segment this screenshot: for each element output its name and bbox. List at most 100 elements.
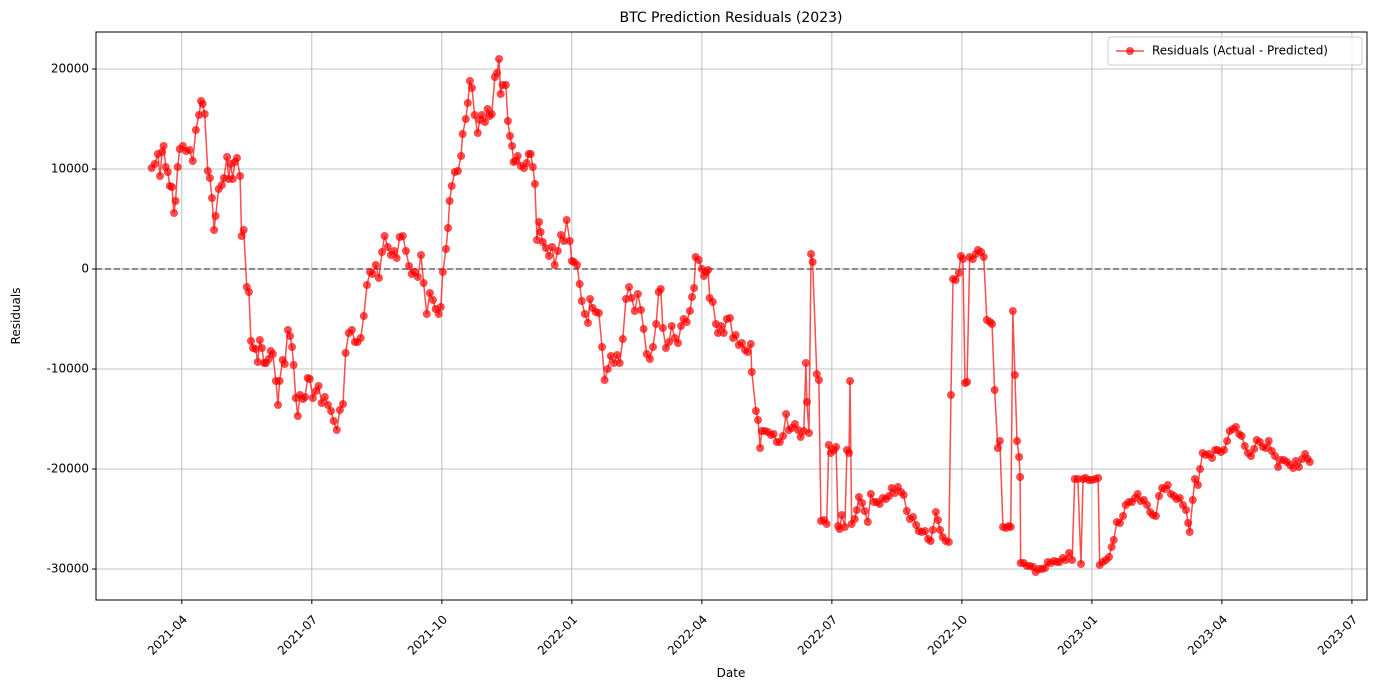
data-point bbox=[852, 506, 861, 514]
data-point bbox=[756, 444, 765, 452]
data-point bbox=[625, 283, 634, 291]
data-point bbox=[1119, 512, 1128, 520]
data-point bbox=[477, 111, 486, 119]
data-point bbox=[575, 280, 584, 288]
data-point bbox=[359, 312, 368, 320]
data-point bbox=[840, 523, 849, 531]
data-point bbox=[648, 343, 657, 351]
data-point bbox=[832, 443, 841, 451]
x-tick-label: 2021-10 bbox=[405, 612, 450, 657]
data-point bbox=[305, 375, 314, 383]
data-point bbox=[637, 306, 646, 314]
data-point bbox=[860, 507, 869, 515]
data-point bbox=[495, 55, 504, 63]
data-point bbox=[719, 329, 728, 337]
data-point bbox=[473, 129, 482, 137]
data-point bbox=[159, 142, 168, 150]
data-point bbox=[1223, 437, 1232, 445]
data-point bbox=[217, 181, 226, 189]
data-point bbox=[541, 244, 550, 252]
data-point bbox=[988, 320, 997, 328]
data-point bbox=[652, 320, 661, 328]
data-point bbox=[690, 284, 699, 292]
data-point bbox=[673, 339, 682, 347]
data-point bbox=[583, 319, 592, 327]
data-point bbox=[528, 163, 537, 171]
data-point bbox=[1163, 481, 1172, 489]
data-point bbox=[425, 289, 434, 297]
data-point bbox=[658, 324, 667, 332]
data-point bbox=[1270, 452, 1279, 460]
data-point bbox=[1208, 454, 1217, 462]
data-point bbox=[428, 296, 437, 304]
data-point bbox=[457, 152, 466, 160]
data-point bbox=[289, 361, 298, 369]
data-point bbox=[824, 441, 833, 449]
data-point bbox=[327, 407, 336, 415]
data-point bbox=[223, 153, 232, 161]
data-point bbox=[347, 326, 356, 334]
data-point bbox=[812, 370, 821, 378]
x-tick-label: 2023-04 bbox=[1185, 612, 1230, 657]
data-point bbox=[737, 339, 746, 347]
data-point bbox=[682, 318, 691, 326]
data-point bbox=[467, 84, 476, 92]
x-tick-label: 2022-10 bbox=[925, 612, 970, 657]
data-point bbox=[155, 172, 164, 180]
data-point bbox=[928, 526, 937, 534]
y-tick-label: -20000 bbox=[46, 462, 89, 476]
data-point bbox=[946, 391, 955, 399]
data-point bbox=[1016, 473, 1025, 481]
data-point bbox=[837, 511, 846, 519]
data-point bbox=[890, 489, 899, 497]
data-point bbox=[754, 416, 763, 424]
data-point bbox=[536, 228, 545, 236]
data-point bbox=[600, 376, 609, 384]
data-point bbox=[211, 212, 220, 220]
data-point bbox=[1188, 496, 1197, 504]
data-point bbox=[694, 256, 703, 264]
data-point bbox=[633, 290, 642, 298]
data-point bbox=[1094, 474, 1103, 482]
data-point bbox=[308, 394, 317, 402]
y-tick-label: -30000 bbox=[46, 562, 89, 576]
data-point bbox=[814, 376, 823, 384]
data-point bbox=[1231, 423, 1240, 431]
data-point bbox=[320, 393, 329, 401]
data-point bbox=[687, 293, 696, 301]
data-point bbox=[1196, 465, 1205, 473]
x-tick-label: 2023-07 bbox=[1315, 612, 1360, 657]
data-point bbox=[237, 232, 246, 240]
data-point bbox=[480, 118, 489, 126]
x-tick-label: 2021-07 bbox=[275, 612, 320, 657]
data-point bbox=[1274, 463, 1283, 471]
data-point bbox=[846, 377, 855, 385]
data-point bbox=[603, 365, 612, 373]
data-point bbox=[288, 343, 297, 351]
data-point bbox=[645, 355, 654, 363]
data-point bbox=[434, 310, 443, 318]
data-point bbox=[150, 160, 159, 168]
data-point bbox=[368, 270, 377, 278]
data-point bbox=[362, 281, 371, 289]
data-point bbox=[1010, 371, 1019, 379]
data-point bbox=[191, 126, 200, 134]
data-point bbox=[1008, 307, 1017, 315]
data-point bbox=[615, 359, 624, 367]
data-point bbox=[392, 254, 401, 262]
data-point bbox=[389, 247, 398, 255]
data-point bbox=[685, 307, 694, 315]
data-point bbox=[470, 111, 479, 119]
data-point bbox=[487, 110, 496, 118]
data-point bbox=[447, 182, 456, 190]
data-point bbox=[863, 518, 872, 526]
data-point bbox=[173, 163, 182, 171]
data-point bbox=[1041, 564, 1050, 572]
data-point bbox=[232, 154, 241, 162]
data-point bbox=[1065, 549, 1074, 557]
x-tick-label: 2022-04 bbox=[665, 612, 710, 657]
y-tick-label: 0 bbox=[81, 262, 89, 276]
x-tick-label: 2022-07 bbox=[795, 612, 840, 657]
data-point bbox=[275, 377, 284, 385]
data-point bbox=[200, 110, 209, 118]
